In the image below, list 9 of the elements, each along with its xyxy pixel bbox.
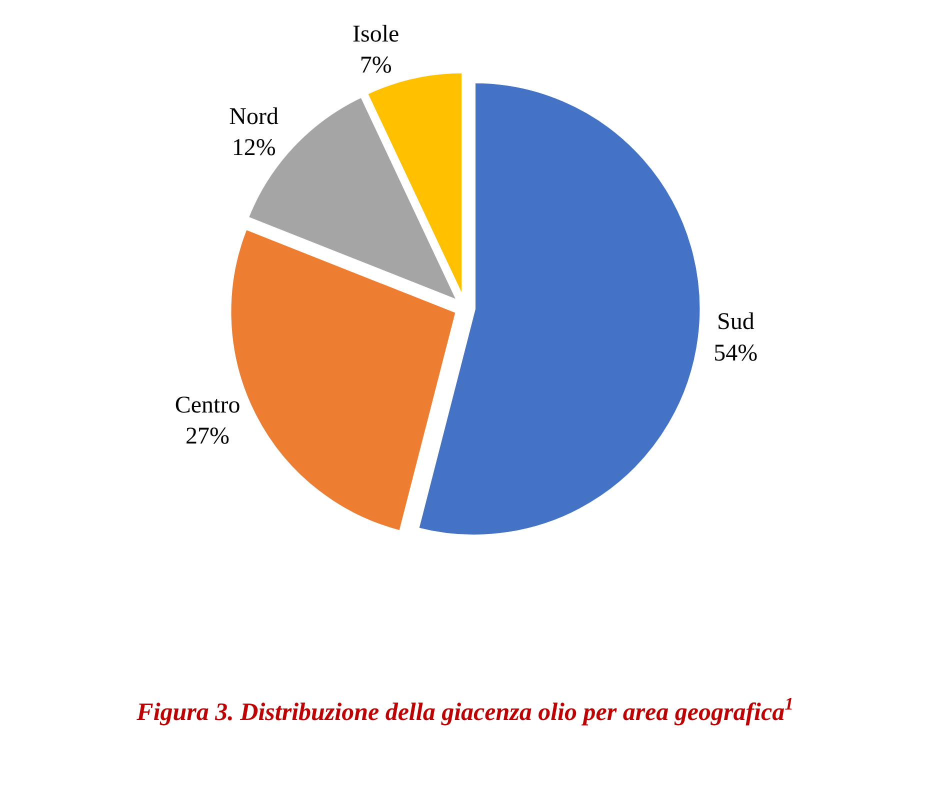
slice-label: Centro bbox=[174, 392, 240, 418]
slice-label: Sud bbox=[717, 309, 754, 336]
slice-label: Nord bbox=[229, 104, 278, 130]
data-label: 54% bbox=[714, 340, 758, 366]
data-label: 12% bbox=[232, 135, 276, 162]
text: Figura 3. Distribuzione della giacenza olio per area geografica$^{1}$ bbox=[136, 693, 794, 726]
data-label: 27% bbox=[186, 424, 230, 450]
data-label: 7% bbox=[360, 52, 392, 79]
slice-label: Isole bbox=[352, 21, 400, 48]
